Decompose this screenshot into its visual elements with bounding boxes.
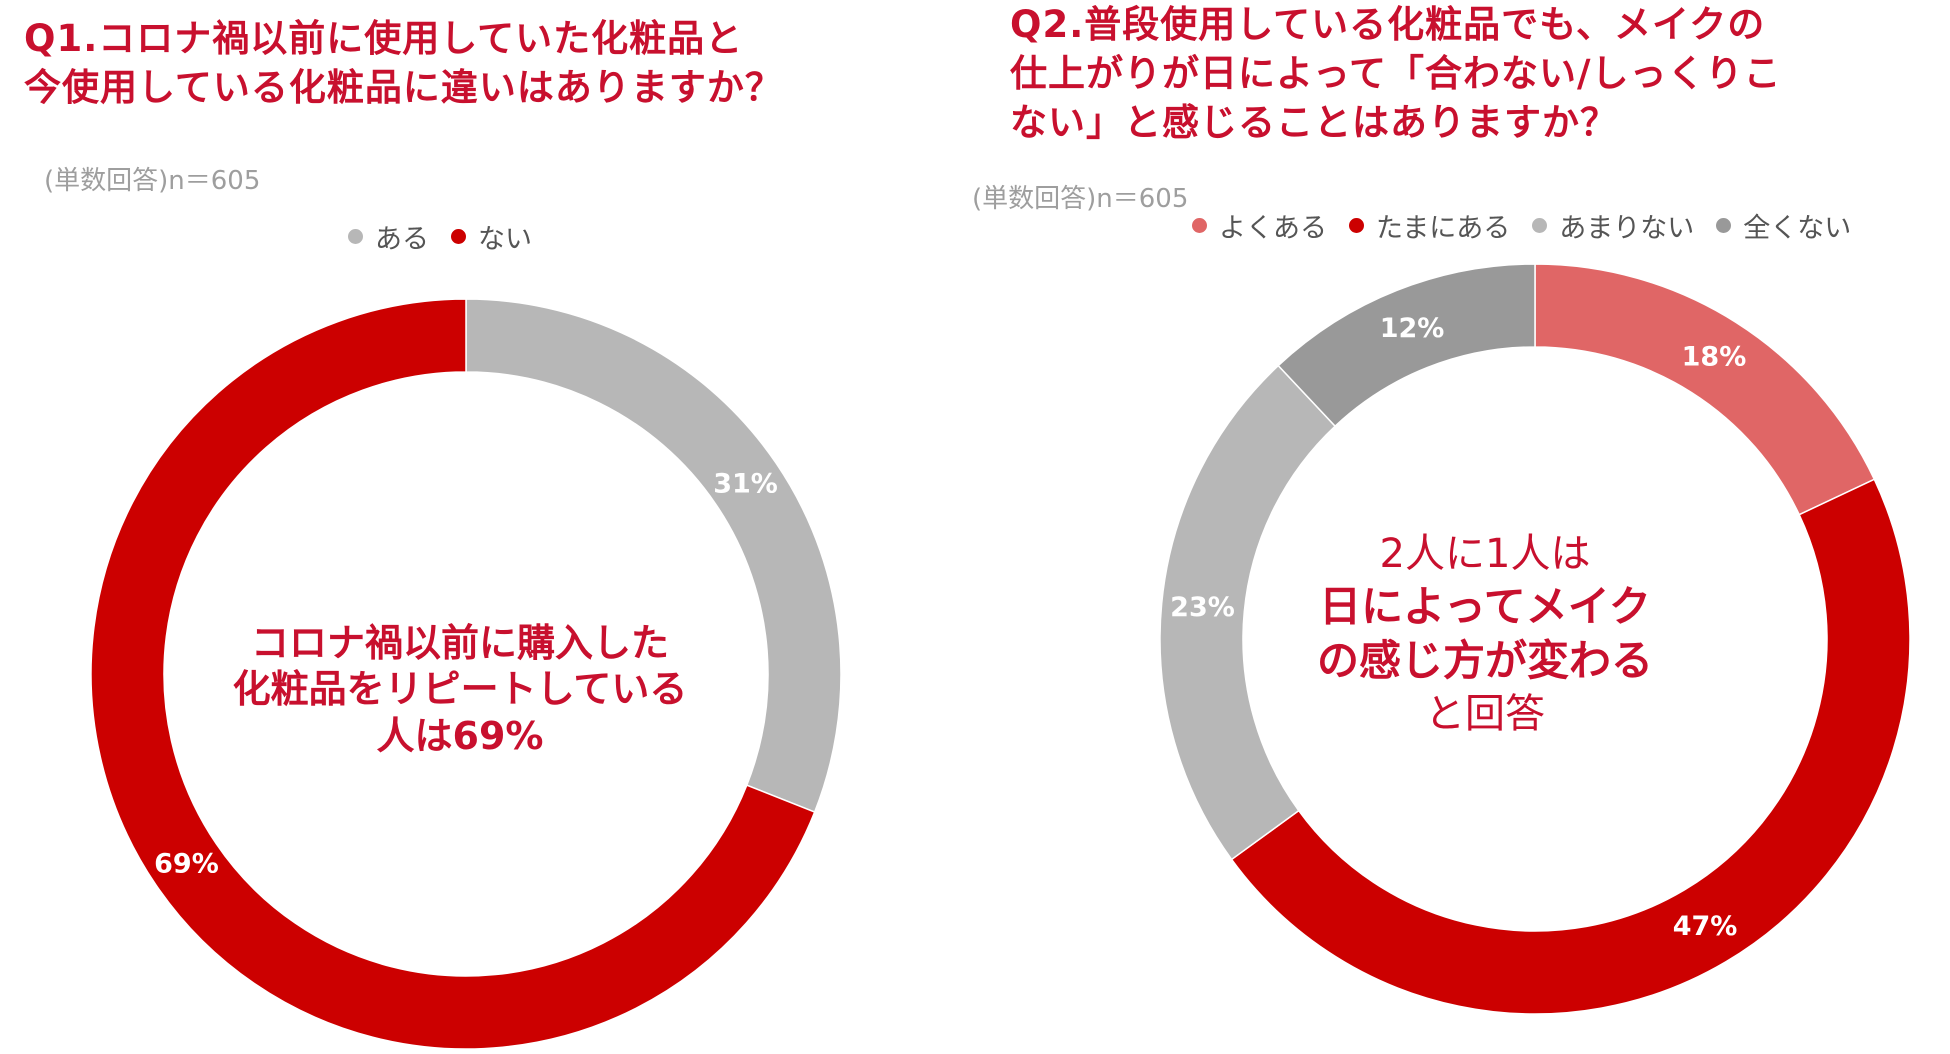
- legend-item: あまりない: [1532, 206, 1694, 245]
- chart-center-callout: 2人に1人は 日によってメイク の感じ方が変わる と回答: [1260, 528, 1710, 740]
- chart-title-line: Q2.普段使用している化粧品でも、メイクの: [1010, 3, 1766, 46]
- donut-slice-1: [465, 298, 842, 814]
- chart-title-line: 今使用している化粧品に違いはありますか？: [24, 66, 783, 109]
- sample-size-note: (単数回答)n＝605: [44, 166, 261, 196]
- chart-panel-q2: Q2.普段使用している化粧品でも、メイクの 仕上がりが日によって「合わない/しっ…: [960, 0, 1950, 1046]
- slice-value-label: 31%: [713, 469, 778, 500]
- callout-line: の感じ方が変わる: [1316, 636, 1653, 685]
- legend-swatch: [1192, 218, 1207, 233]
- donut-slice-2: [1230, 478, 1911, 1015]
- legend-label: あまりない: [1559, 213, 1695, 244]
- slice-value-label: 23%: [1170, 592, 1235, 623]
- chart-title: Q2.普段使用している化粧品でも、メイクの 仕上がりが日によって「合わない/しっ…: [1010, 0, 1940, 147]
- donut-slice-1: [1534, 263, 1876, 516]
- callout-line: 人は69%: [376, 713, 544, 758]
- chart-center-callout: コロナ禍以前に購入した 化粧品をリピートしている 人は69%: [150, 620, 770, 759]
- slice-value-label: 12%: [1380, 313, 1445, 344]
- legend-label: 全くない: [1743, 213, 1852, 244]
- callout-line: 2人に1人は: [1379, 531, 1591, 577]
- legend-item: よくある: [1192, 206, 1327, 245]
- slice-value-label: 18%: [1682, 341, 1747, 372]
- legend-swatch: [1349, 218, 1364, 233]
- legend-label: たまにある: [1376, 213, 1511, 244]
- chart-title-line: 仕上がりが日によって「合わない/しっくりこ: [1010, 52, 1782, 95]
- legend-swatch: [1532, 218, 1548, 233]
- slice-value-label: 47%: [1673, 911, 1738, 942]
- callout-line: 化粧品をリピートしている: [232, 667, 688, 712]
- legend-item: ない: [451, 217, 532, 256]
- donut-chart: 31% 69%: [90, 298, 842, 1050]
- legend-label: ない: [478, 224, 532, 255]
- callout-line: と回答: [1425, 691, 1545, 737]
- callout-line: 日によってメイク: [1319, 582, 1651, 631]
- callout-line: コロナ禍以前に購入した: [250, 621, 669, 665]
- slice-value-label: 69%: [154, 848, 219, 879]
- chart-title: Q1.コロナ禍以前に使用していた化粧品と 今使用している化粧品に違いはありますか…: [24, 14, 944, 112]
- legend-swatch: [1716, 218, 1732, 233]
- donut-chart: 18% 47% 23% 12%: [1159, 263, 1911, 1015]
- chart-panel-q1: Q1.コロナ禍以前に使用していた化粧品と 今使用している化粧品に違いはありますか…: [0, 0, 960, 1050]
- legend-label: よくある: [1219, 213, 1327, 244]
- donut-slice-4: [1277, 263, 1536, 428]
- legend-label: ある: [375, 224, 429, 255]
- donut-slice-2: [90, 298, 816, 1050]
- legend-item: 全くない: [1716, 206, 1851, 245]
- legend-swatch: [348, 229, 363, 244]
- chart-title-line: Q1.コロナ禍以前に使用していた化粧品と: [24, 17, 744, 60]
- legend-swatch: [451, 229, 466, 244]
- sample-size-note: (単数回答)n＝605: [972, 184, 1189, 214]
- chart-legend: ある ない: [348, 217, 532, 256]
- legend-item: ある: [348, 217, 429, 256]
- legend-item: たまにある: [1349, 206, 1510, 245]
- chart-legend: よくある たまにある あまりない 全くない: [1192, 206, 1851, 245]
- chart-title-line: ない」と感じることはありますか？: [1010, 101, 1618, 144]
